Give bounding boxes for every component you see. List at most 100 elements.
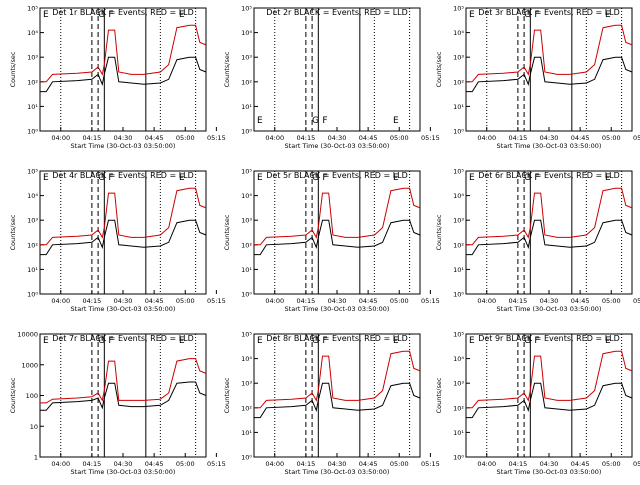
events-line — [40, 381, 207, 411]
marker-e: E — [257, 336, 263, 346]
events-line — [466, 382, 633, 419]
y-tick-label: 10⁵ — [27, 5, 38, 13]
marker-e: E — [393, 116, 399, 126]
chart-panel-3: Det 3r BLACK = Events, RED = LLD Counts/s… — [435, 5, 640, 151]
x-tick-label: 04:30 — [540, 297, 559, 305]
y-tick-label: 10000 — [17, 331, 38, 339]
y-tick-label: 1 — [34, 454, 38, 462]
marker-f: F — [534, 173, 539, 183]
events-line — [466, 219, 633, 256]
y-tick-label: 10⁴ — [241, 192, 252, 200]
x-tick-label: 05:15 — [421, 460, 440, 468]
marker-g: G — [98, 10, 105, 20]
y-tick-label: 10⁵ — [453, 331, 464, 339]
x-tick-label: 04:30 — [328, 134, 347, 142]
marker-g: G — [312, 173, 319, 183]
y-tick-label: 10¹ — [241, 266, 252, 274]
x-tick-label: 04:15 — [297, 460, 316, 468]
chart-title: Det 4r BLACK = Events, RED = LLD — [52, 171, 194, 180]
marker-f: F — [534, 336, 539, 346]
x-tick-label: 04:15 — [509, 460, 528, 468]
y-tick-label: 10⁵ — [241, 5, 252, 13]
y-tick-label: 10¹ — [241, 103, 252, 111]
marker-e: E — [469, 336, 475, 346]
chart-title: Det 9r BLACK = Events, RED = LLD — [478, 334, 620, 343]
x-tick-label: 04:30 — [328, 460, 347, 468]
y-tick-label: 10⁵ — [241, 168, 252, 176]
lld-line — [40, 358, 207, 404]
x-axis-label: Start Time (30-Oct-03 03:50:00) — [71, 468, 176, 476]
y-tick-label: 10² — [453, 404, 464, 412]
plot-frame — [253, 7, 421, 132]
x-tick-label: 04:15 — [297, 297, 316, 305]
marker-f: F — [322, 116, 327, 126]
x-tick-label: 04:15 — [83, 297, 102, 305]
marker-f: F — [322, 336, 327, 346]
x-tick-label: 05:15 — [207, 134, 226, 142]
x-tick-label: 04:15 — [297, 134, 316, 142]
x-tick-label: 04:15 — [83, 134, 102, 142]
y-tick-label: 10⁴ — [453, 355, 464, 363]
x-tick-label: 04:30 — [540, 134, 559, 142]
y-tick-label: 10 — [30, 423, 38, 431]
chart-title: Det 8r BLACK = Events, RED = LLD — [266, 334, 408, 343]
marker-f: F — [108, 336, 113, 346]
y-tick-label: 10⁰ — [241, 291, 252, 299]
chart-panel-6: Det 6r BLACK = Events, RED = LLD Counts/s… — [435, 168, 640, 314]
x-tick-label: 05:15 — [421, 297, 440, 305]
y-tick-label: 1000 — [21, 361, 38, 369]
y-tick-label: 10³ — [241, 380, 252, 388]
x-tick-label: 04:45 — [359, 297, 378, 305]
x-axis-label: Start Time (30-Oct-03 03:50:00) — [497, 468, 602, 476]
y-tick-label: 10⁴ — [241, 355, 252, 363]
x-tick-label: 04:30 — [540, 460, 559, 468]
x-tick-label: 05:00 — [602, 134, 621, 142]
events-line — [40, 56, 207, 93]
y-tick-label: 10¹ — [27, 266, 38, 274]
marker-e: E — [43, 10, 49, 20]
x-axis-label: Start Time (30-Oct-03 03:50:00) — [285, 305, 390, 313]
marker-e: E — [179, 173, 185, 183]
y-tick-label: 10² — [27, 78, 38, 86]
y-axis-label: Counts/sec — [223, 214, 231, 250]
chart-title: Det 2r BLACK = Events, RED = LLD — [266, 8, 408, 17]
chart-panel-8: Det 8r BLACK = Events, RED = LLD Counts/s… — [223, 331, 440, 477]
events-line — [466, 56, 633, 93]
marker-f: F — [108, 10, 113, 20]
chart-panel-7: Det 7r BLACK = Events, RED = LLD Counts/s… — [9, 331, 226, 477]
x-tick-label: 05:00 — [390, 460, 409, 468]
y-tick-label: 10⁵ — [241, 331, 252, 339]
x-tick-label: 05:00 — [390, 297, 409, 305]
x-tick-label: 04:45 — [145, 134, 164, 142]
y-tick-label: 100 — [26, 392, 38, 400]
x-tick-label: 04:30 — [114, 297, 133, 305]
x-tick-label: 04:45 — [145, 460, 164, 468]
chart-panel-5: Det 5r BLACK = Events, RED = LLD Counts/s… — [223, 168, 440, 314]
chart-panel-1: Det 1r BLACK = Events, RED = LLD Counts/s… — [9, 5, 226, 151]
y-tick-label: 10⁴ — [27, 192, 38, 200]
marker-e: E — [605, 336, 611, 346]
x-tick-label: 04:00 — [477, 460, 496, 468]
marker-e: E — [393, 173, 399, 183]
y-tick-label: 10⁴ — [241, 29, 252, 37]
x-tick-label: 05:00 — [602, 297, 621, 305]
y-axis-label: Counts/sec — [435, 214, 443, 250]
y-axis-label: Counts/sec — [9, 51, 17, 87]
y-tick-label: 10⁰ — [241, 454, 252, 462]
lld-line — [254, 350, 421, 409]
marker-f: F — [534, 10, 539, 20]
y-tick-label: 10¹ — [453, 429, 464, 437]
x-tick-label: 05:15 — [207, 460, 226, 468]
x-axis-label: Start Time (30-Oct-03 03:50:00) — [285, 468, 390, 476]
y-tick-label: 10⁰ — [241, 128, 252, 136]
x-tick-label: 04:00 — [477, 297, 496, 305]
x-tick-label: 04:00 — [477, 134, 496, 142]
x-tick-label: 05:00 — [176, 297, 195, 305]
chart-title: Det 5r BLACK = Events, RED = LLD — [266, 171, 408, 180]
marker-e: E — [179, 336, 185, 346]
x-tick-label: 04:30 — [114, 134, 133, 142]
x-tick-label: 05:00 — [176, 134, 195, 142]
x-tick-label: 05:00 — [602, 460, 621, 468]
y-tick-label: 10¹ — [453, 266, 464, 274]
